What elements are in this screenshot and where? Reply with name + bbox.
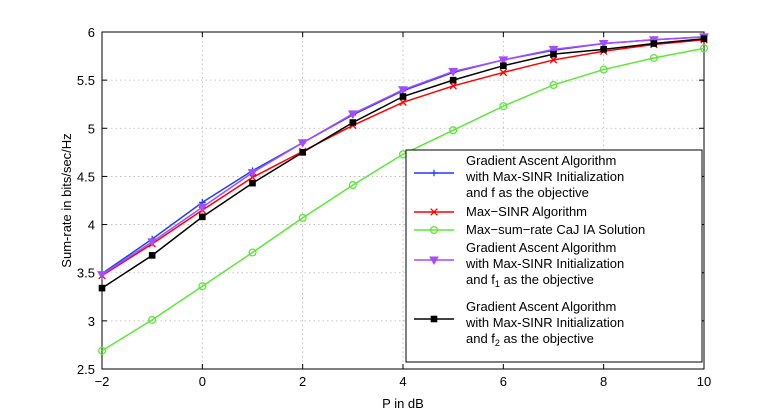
data-point	[398, 86, 408, 95]
legend-label: with Max-SINR Initialization	[465, 169, 624, 184]
y-tick-label: 5	[88, 121, 95, 136]
data-point	[147, 238, 158, 247]
data-point	[429, 256, 439, 266]
y-tick-label: 2.5	[77, 362, 95, 377]
data-point	[699, 44, 709, 53]
x-tick-label: 4	[399, 374, 406, 389]
legend-label: and f1 as the objective	[466, 272, 594, 289]
data-point	[700, 35, 708, 43]
legend-label: Max−sum−rate CaJ IA Solution	[466, 222, 645, 237]
data-point	[598, 40, 609, 49]
data-point	[148, 315, 157, 324]
data-point	[198, 282, 207, 291]
data-point	[97, 271, 107, 280]
data-point	[449, 126, 458, 135]
data-point	[650, 40, 658, 47]
data-point	[299, 149, 306, 156]
x-tick-label: 8	[600, 374, 607, 389]
y-tick-label: 6	[88, 25, 95, 40]
x-tick-label: 10	[697, 374, 711, 389]
data-point	[549, 56, 558, 64]
data-point	[448, 67, 459, 77]
legend-label: Max−SINR Algorithm	[466, 204, 587, 219]
legend-label: with Max-SINR Initialization	[465, 315, 624, 330]
data-point	[399, 98, 407, 107]
data-point	[348, 181, 357, 190]
x-tick-label: −2	[95, 374, 110, 389]
data-point	[197, 203, 208, 213]
data-point	[600, 46, 607, 53]
data-point	[499, 68, 508, 77]
data-point	[199, 213, 206, 221]
data-point	[599, 65, 608, 74]
data-point	[247, 169, 258, 178]
x-tick-label: 0	[199, 374, 206, 389]
y-tick-label: 3.5	[77, 266, 95, 281]
data-point	[399, 93, 407, 100]
data-point	[649, 53, 658, 63]
data-point	[297, 139, 308, 148]
series-5	[98, 35, 708, 292]
data-point	[430, 315, 438, 323]
y-axis-label: Sum-rate in bits/sec/Hz	[59, 133, 74, 267]
data-point	[298, 213, 307, 222]
data-point	[449, 82, 457, 90]
data-point	[249, 179, 256, 187]
legend-label: and f as the objective	[466, 185, 589, 200]
y-tick-label: 4	[88, 218, 95, 233]
x-tick-label: 2	[299, 374, 306, 389]
legend-entry-1: Gradient Ascent Algorithm with Max-SINR …	[414, 153, 624, 200]
data-point	[498, 56, 509, 65]
data-point	[648, 36, 659, 45]
data-point	[430, 208, 438, 216]
data-point	[499, 102, 508, 111]
data-point	[430, 169, 438, 177]
series-3	[97, 44, 709, 355]
legend-entry-2: Max−SINR Algorithm	[414, 204, 587, 219]
x-axis-label: P in dB	[382, 396, 424, 411]
legend-label: Gradient Ascent Algorithm	[466, 240, 616, 255]
data-point	[248, 248, 257, 257]
data-point	[500, 62, 507, 70]
legend-entry-3: Max−sum−rate CaJ IA Solution	[414, 222, 645, 237]
legend-box	[405, 149, 703, 363]
data-point	[549, 80, 558, 90]
y-tick-label: 5.5	[77, 73, 95, 88]
data-point	[550, 50, 557, 58]
legend-label: and f2 as the objective	[466, 331, 594, 348]
y-tick-label: 4.5	[77, 169, 95, 184]
data-point	[148, 252, 156, 259]
data-point	[429, 225, 439, 235]
legend-label: Gradient Ascent Algorithm	[466, 153, 616, 168]
series-line	[101, 47, 705, 352]
legend-label: with Max-SINR Initialization	[465, 256, 624, 271]
data-point	[97, 346, 107, 355]
data-point	[347, 110, 358, 119]
y-tick-label: 3	[88, 314, 95, 329]
data-point	[349, 119, 357, 126]
legend-label: Gradient Ascent Algorithm	[466, 299, 616, 314]
data-point	[449, 76, 457, 84]
x-tick-label: 6	[500, 374, 507, 389]
data-point	[98, 284, 106, 292]
data-point	[548, 45, 559, 55]
